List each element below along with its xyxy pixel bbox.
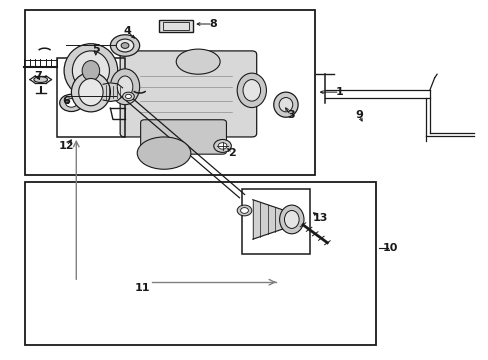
Text: 3: 3 <box>286 111 294 121</box>
Ellipse shape <box>116 39 134 52</box>
Bar <box>163 22 189 30</box>
Bar <box>242 189 310 253</box>
Ellipse shape <box>218 143 226 149</box>
Bar <box>159 19 193 32</box>
Text: 6: 6 <box>62 96 70 106</box>
Ellipse shape <box>60 94 83 112</box>
Ellipse shape <box>237 73 266 108</box>
Ellipse shape <box>110 35 140 56</box>
Ellipse shape <box>213 139 231 152</box>
Bar <box>57 58 125 137</box>
Ellipse shape <box>122 92 134 101</box>
Ellipse shape <box>121 42 129 48</box>
FancyBboxPatch shape <box>120 51 256 137</box>
Ellipse shape <box>243 80 260 101</box>
Ellipse shape <box>72 51 109 90</box>
Ellipse shape <box>273 92 298 117</box>
Ellipse shape <box>279 205 304 234</box>
Ellipse shape <box>117 76 133 98</box>
Polygon shape <box>252 200 289 239</box>
Text: 8: 8 <box>208 19 216 29</box>
Text: 7: 7 <box>34 71 42 81</box>
Ellipse shape <box>110 69 140 105</box>
Ellipse shape <box>176 49 220 74</box>
Ellipse shape <box>64 44 118 98</box>
Ellipse shape <box>125 94 131 99</box>
Text: 12: 12 <box>59 141 74 151</box>
Ellipse shape <box>65 99 77 107</box>
Text: 1: 1 <box>335 87 343 97</box>
Text: 5: 5 <box>92 44 100 54</box>
Ellipse shape <box>71 72 110 112</box>
Ellipse shape <box>279 98 292 112</box>
Bar <box>25 10 315 175</box>
Ellipse shape <box>237 205 251 216</box>
Polygon shape <box>103 83 122 102</box>
FancyBboxPatch shape <box>141 120 226 154</box>
Bar <box>25 182 375 345</box>
Text: 4: 4 <box>123 26 131 36</box>
Text: 2: 2 <box>228 148 236 158</box>
Text: 9: 9 <box>354 111 362 121</box>
Ellipse shape <box>79 78 103 106</box>
Ellipse shape <box>284 211 299 228</box>
Text: 13: 13 <box>312 213 327 222</box>
Ellipse shape <box>82 60 100 81</box>
Text: 10: 10 <box>382 243 398 253</box>
Ellipse shape <box>240 208 248 213</box>
Text: 11: 11 <box>134 283 149 293</box>
Ellipse shape <box>137 137 190 169</box>
Ellipse shape <box>34 77 47 82</box>
